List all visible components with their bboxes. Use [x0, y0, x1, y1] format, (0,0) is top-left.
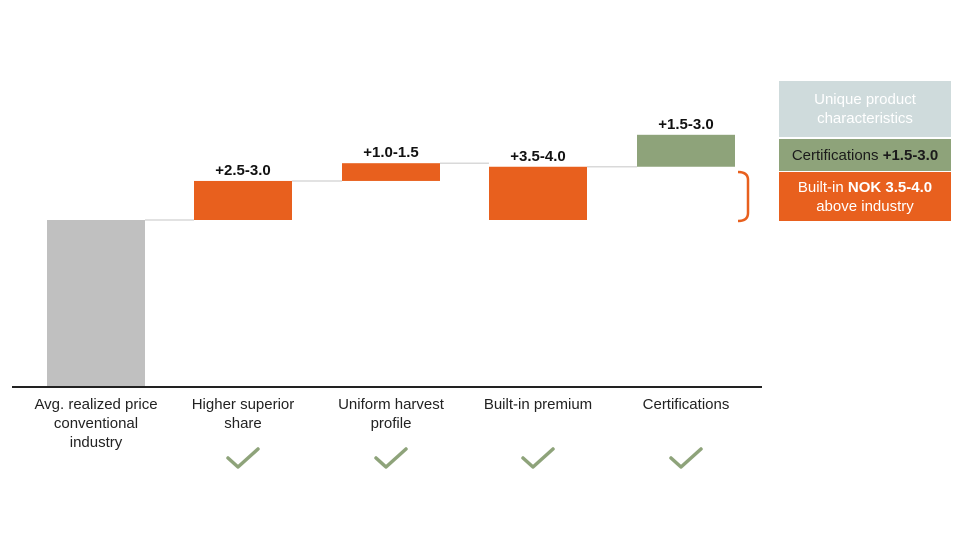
- checkmark-icon: [521, 447, 555, 469]
- bar-0: [47, 220, 145, 387]
- data-label-3: +3.5-4.0: [510, 148, 565, 165]
- data-label-2: +1.0-1.5: [363, 144, 418, 161]
- checkmark-icon: [374, 447, 408, 469]
- checkmark-icon: [669, 447, 703, 469]
- built-in-bracket: [737, 170, 750, 223]
- category-label-2: Uniform harvest profile: [338, 396, 444, 432]
- category-label-3: Built-in premium: [483, 396, 593, 413]
- category-label-0: Avg. realized price conventional industr…: [34, 396, 158, 451]
- legend-cert-value: +1.5-3.0: [882, 146, 939, 164]
- category-label-1: Higher superior share: [191, 396, 295, 432]
- legend-builtin-prefix: Built-in: [797, 178, 848, 196]
- legend-cert-text: Certifications +1.5-3.0: [792, 146, 938, 165]
- legend-built-in: Built-in NOK 3.5-4.0 above industry: [779, 172, 951, 221]
- legend-unique-label: Unique product characteristics: [814, 91, 916, 127]
- data-label-1: +2.5-3.0: [215, 162, 270, 179]
- bar-4: [637, 134, 735, 167]
- bar-1: [194, 180, 292, 220]
- legend-unique-characteristics: Unique product characteristics: [779, 81, 951, 137]
- legend-builtin-text: Built-in NOK 3.5-4.0 above industry: [798, 178, 932, 216]
- legend-cert-label: Certifications: [791, 146, 883, 164]
- bar-2: [342, 163, 440, 181]
- legend-builtin-suffix: above industry: [816, 197, 914, 215]
- category-label-4: Certifications: [642, 396, 730, 413]
- data-label-4: +1.5-3.0: [658, 116, 713, 133]
- legend-certifications: Certifications +1.5-3.0: [779, 139, 951, 171]
- checkmark-icon: [226, 447, 260, 469]
- bar-3: [489, 166, 587, 220]
- legend-builtin-value: NOK 3.5-4.0: [847, 178, 933, 196]
